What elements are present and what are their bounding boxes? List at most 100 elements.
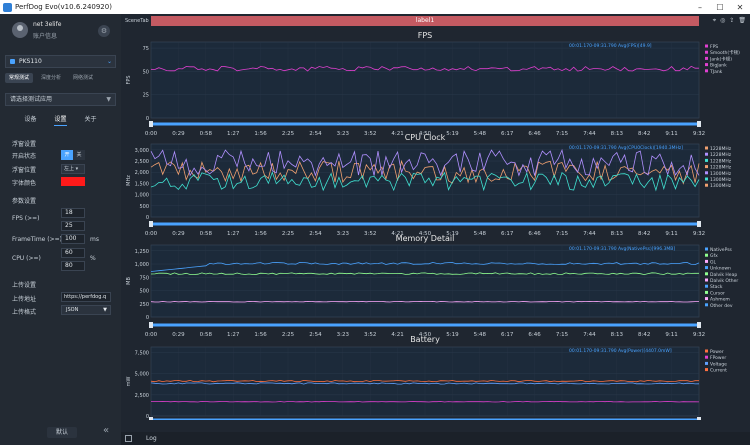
x-tick-label: 9:11 bbox=[665, 231, 677, 237]
x-tick-label: 7:44 bbox=[583, 332, 596, 338]
x-tick-label: 4:50 bbox=[419, 131, 432, 137]
log-toggle[interactable] bbox=[125, 435, 132, 442]
x-tick-label: 1:27 bbox=[227, 231, 240, 237]
series-line-gl bbox=[150, 300, 699, 303]
avatar[interactable] bbox=[12, 22, 28, 38]
legend-swatch bbox=[705, 297, 708, 301]
legend-swatch bbox=[705, 183, 708, 187]
user-panel: net 3elife 账户信息 ⚙ bbox=[0, 14, 121, 48]
time-range-slider bbox=[151, 122, 699, 126]
float-pos-select[interactable]: 左上 ▾ bbox=[61, 164, 85, 174]
series-line-fps bbox=[150, 65, 699, 72]
y-axis-label: FPS bbox=[126, 75, 132, 84]
x-tick-label: 0:29 bbox=[172, 231, 185, 237]
tab-deep-analysis[interactable]: 深度分析 bbox=[41, 75, 62, 81]
slider-handle-right bbox=[697, 121, 701, 127]
frametime-threshold[interactable]: 100 bbox=[61, 234, 85, 244]
scene-tab[interactable]: SceneTab bbox=[125, 18, 149, 24]
maximize-button[interactable]: ☐ bbox=[716, 2, 724, 12]
x-tick-label: 9:11 bbox=[665, 332, 677, 338]
target-icon[interactable]: ◎ bbox=[720, 17, 726, 24]
x-tick-label: 8:13 bbox=[611, 131, 624, 137]
font-color-swatch[interactable] bbox=[61, 177, 85, 186]
cpu-unit: % bbox=[90, 255, 96, 262]
x-tick-label: 1:56 bbox=[254, 131, 267, 137]
legend-entry: 1228MHz bbox=[710, 165, 732, 171]
x-tick-label: 0:00 bbox=[145, 131, 158, 137]
legend-entry: 1228MHz bbox=[710, 158, 732, 164]
tab-about[interactable]: 关于 bbox=[84, 116, 97, 123]
cpu-threshold-2[interactable]: 80 bbox=[61, 261, 85, 271]
export-icon[interactable]: ⇪ bbox=[729, 17, 735, 24]
y-tick-label: 500 bbox=[139, 289, 149, 295]
open-state-toggle[interactable]: 开 关 bbox=[61, 150, 85, 160]
wifi-chevron-icon: ⌄ bbox=[106, 58, 112, 65]
y-tick-label: 1,500 bbox=[135, 181, 149, 187]
upload-addr-input[interactable]: https://perfdog.q bbox=[61, 292, 111, 302]
collapse-sidebar-icon[interactable]: « bbox=[103, 425, 110, 436]
legend-entry: Jank(卡顿) bbox=[709, 55, 732, 62]
x-tick-label: 2:54 bbox=[309, 131, 322, 137]
x-tick-label: 6:46 bbox=[528, 332, 541, 338]
chart-stats: 00:01.170-09:31.790 Avg(NativePss)[996.3… bbox=[569, 246, 675, 252]
x-tick-label: 6:46 bbox=[528, 131, 541, 137]
legend-entry: Dalvik Other bbox=[710, 278, 738, 284]
location-icon[interactable]: ⌖ bbox=[712, 17, 717, 24]
scene-label-bar[interactable]: label1 bbox=[151, 16, 699, 26]
x-tick-label: 3:52 bbox=[364, 131, 376, 137]
font-color-label: 字体颜色 bbox=[12, 180, 37, 187]
float-section-title: 浮窗设置 bbox=[12, 141, 37, 148]
frametime-label: FrameTime (>=) bbox=[12, 236, 63, 243]
legend-swatch bbox=[705, 266, 708, 270]
charts-canvas: FPS 0 25 50 75 FPS 0:00 0:29 0:58 1:27 1:56 2:25 2:5… bbox=[126, 31, 740, 420]
upload-addr-label: 上传地址 bbox=[12, 296, 37, 303]
minimize-button[interactable]: – bbox=[698, 2, 702, 12]
x-tick-label: 3:52 bbox=[364, 332, 376, 338]
x-tick-label: 3:23 bbox=[337, 231, 350, 237]
series-line-cpu0 bbox=[150, 159, 700, 185]
user-settings-icon[interactable]: ⚙ bbox=[98, 25, 110, 37]
tab-settings[interactable]: 设置 bbox=[54, 114, 67, 126]
upload-fmt-select[interactable]: JSON ▼ bbox=[61, 305, 111, 315]
legend-swatch bbox=[705, 50, 708, 54]
tab-device[interactable]: 设备 bbox=[24, 116, 37, 123]
x-tick-label: 9:11 bbox=[665, 131, 677, 137]
toggle-on[interactable]: 开 bbox=[61, 150, 73, 160]
log-label: Log bbox=[146, 435, 157, 442]
device-selector[interactable]: PKS110 ⌄ bbox=[5, 55, 116, 68]
chart-title: CPU Clock bbox=[405, 133, 446, 142]
y-tick-label: 50 bbox=[143, 69, 149, 75]
fps-threshold-1[interactable]: 18 bbox=[61, 208, 85, 218]
chart-title: Memory Detail bbox=[396, 234, 455, 243]
close-button[interactable]: ✕ bbox=[736, 2, 744, 12]
tab-network-test[interactable]: 网络测试 bbox=[73, 75, 94, 81]
x-tick-label: 6:17 bbox=[501, 131, 514, 137]
time-range-slider bbox=[151, 222, 699, 226]
default-button[interactable]: 默认 bbox=[47, 427, 77, 438]
y-tick-label: 3,000 bbox=[135, 148, 149, 154]
window-titlebar: PerfDog Evo(v10.6.240920) – ☐ ✕ bbox=[0, 0, 750, 14]
y-tick-label: 2,000 bbox=[135, 170, 149, 176]
x-tick-label: 5:19 bbox=[446, 332, 459, 338]
legend-swatch bbox=[705, 355, 708, 359]
float-pos-label: 浮窗位置 bbox=[12, 167, 37, 174]
y-tick-label: 1,000 bbox=[135, 193, 149, 199]
x-tick-label: 6:17 bbox=[501, 332, 514, 338]
chart-stats: 00:01.170-09:31.790 Avg(FPS)[49.9] bbox=[569, 43, 652, 49]
legend-entry: 1300MHz bbox=[710, 177, 732, 183]
legend-entry: NativePss bbox=[710, 247, 733, 253]
cpu-threshold-1[interactable]: 60 bbox=[61, 248, 85, 258]
app-select[interactable]: 请选择测试应用 ▼ bbox=[5, 93, 116, 106]
legend-swatch bbox=[705, 259, 708, 263]
toggle-off[interactable]: 关 bbox=[73, 150, 85, 160]
fps-threshold-2[interactable]: 25 bbox=[61, 221, 85, 231]
account-info-link[interactable]: 账户信息 bbox=[33, 33, 58, 40]
tab-normal-test[interactable]: 常规测试 bbox=[5, 73, 34, 83]
x-tick-label: 0:29 bbox=[172, 332, 185, 338]
x-tick-label: 7:15 bbox=[556, 131, 569, 137]
x-tick-label: 4:21 bbox=[391, 332, 403, 338]
series-line-cpu4 bbox=[150, 148, 700, 177]
series-line-fpower bbox=[151, 400, 700, 403]
trash-icon[interactable]: 🗑 bbox=[738, 17, 746, 24]
legend-swatch bbox=[705, 361, 708, 365]
